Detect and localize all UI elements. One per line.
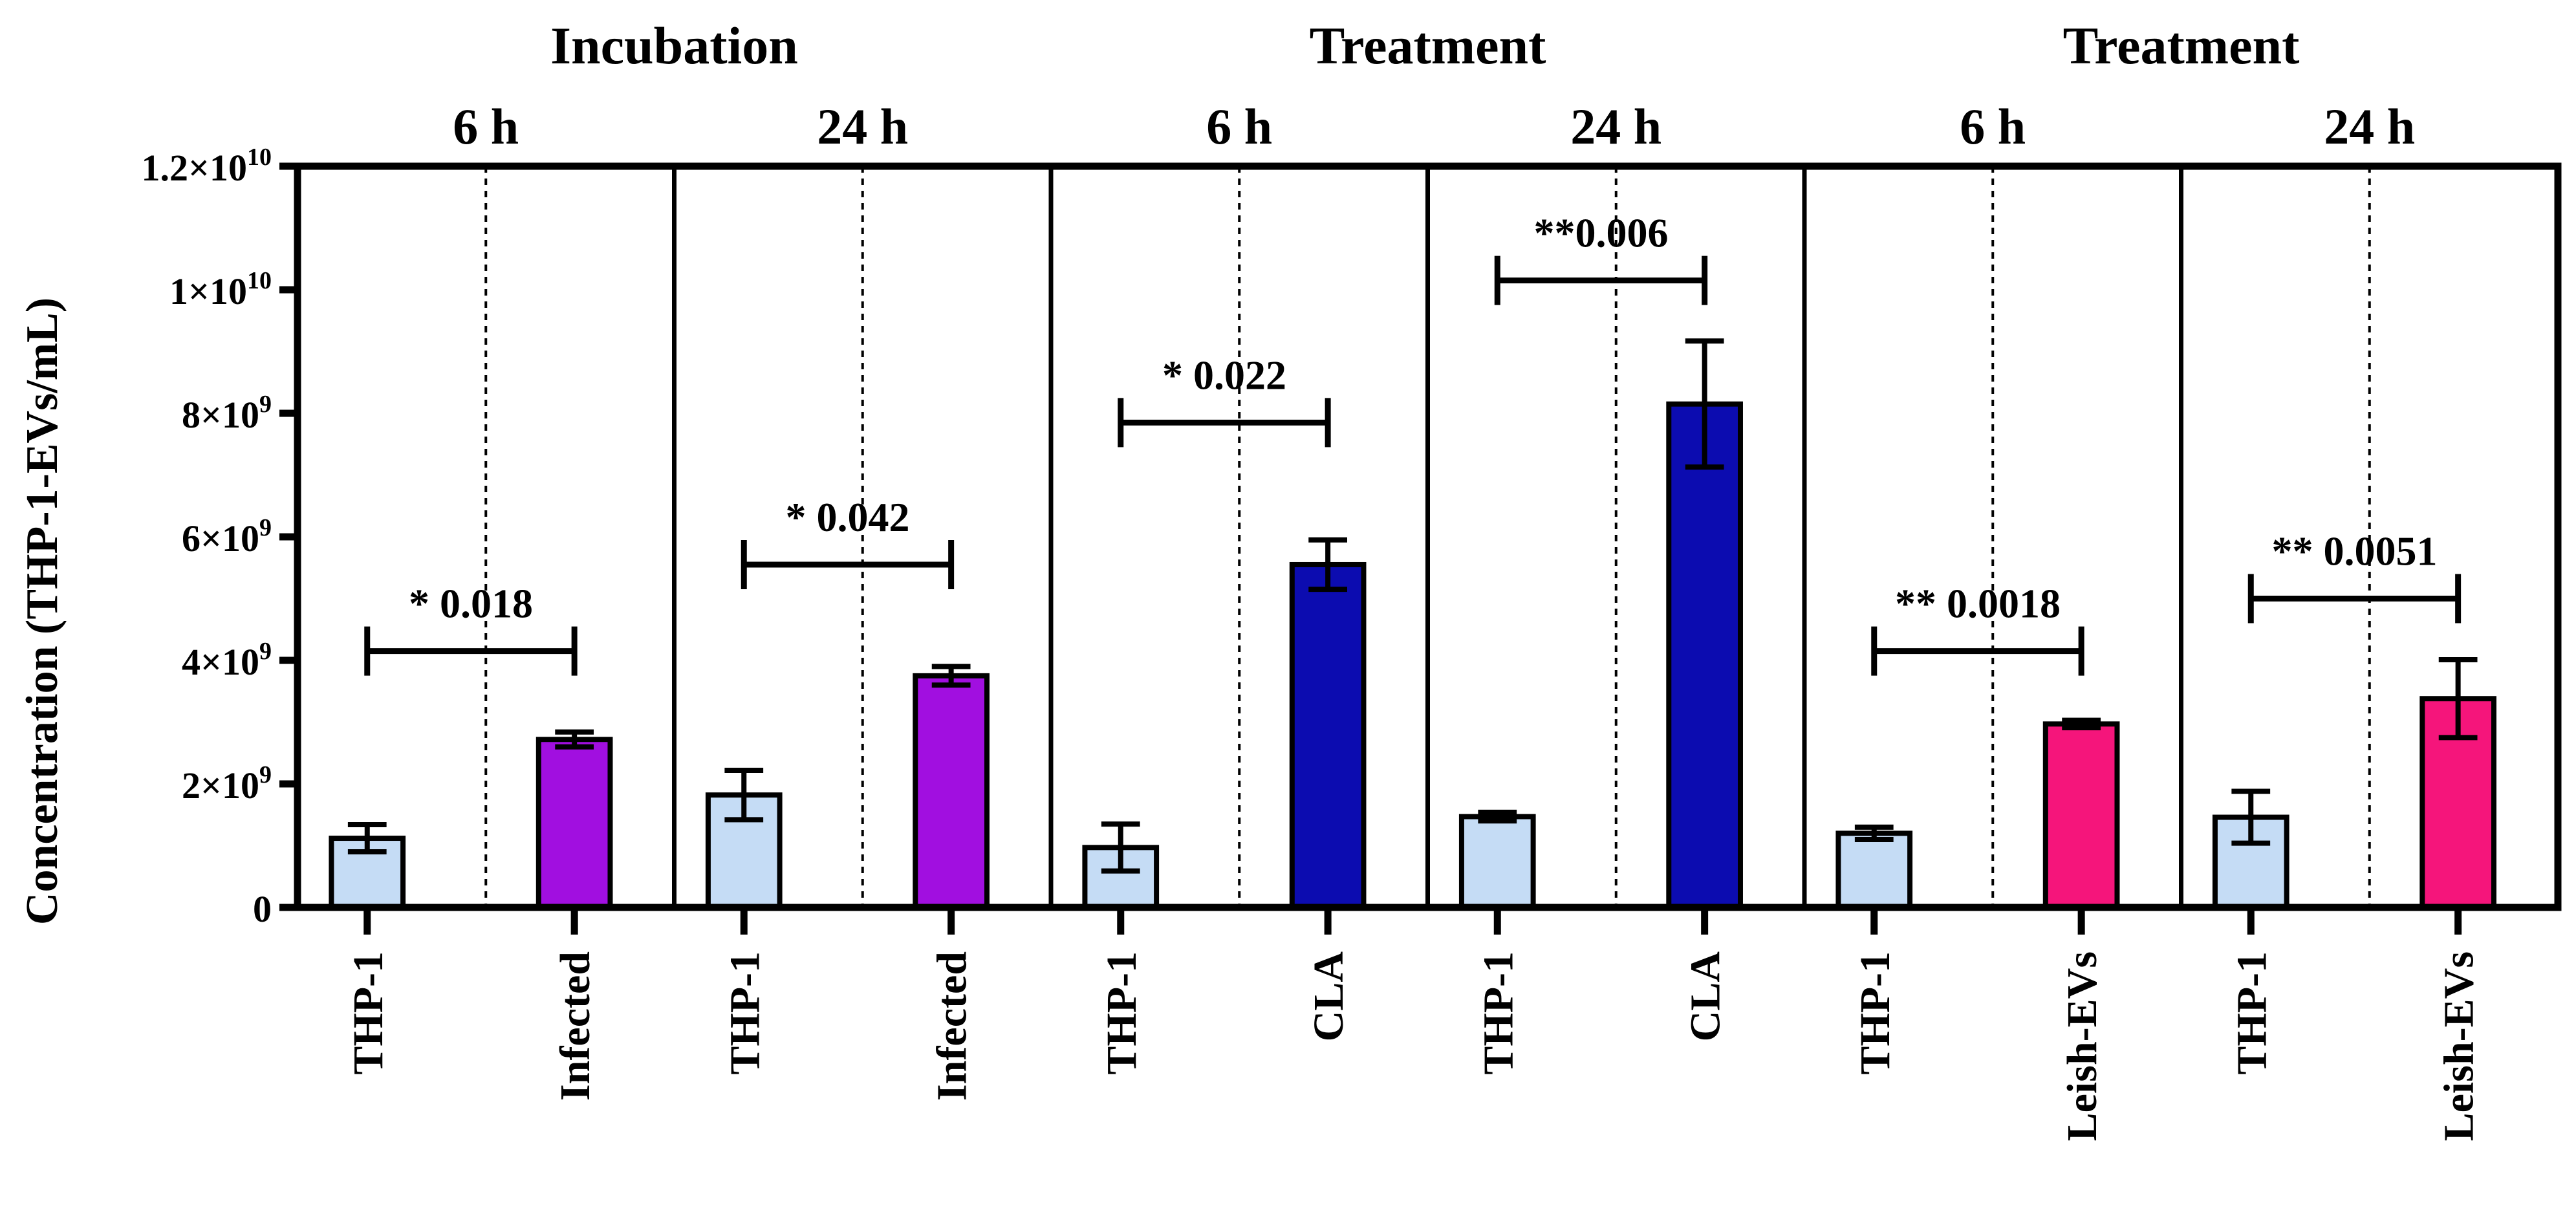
y-axis-label: Concentration (THP-1-EVs/mL) bbox=[17, 298, 67, 925]
group-header: Treatment bbox=[2063, 16, 2300, 75]
y-tick-label: 4×109 bbox=[182, 638, 272, 683]
significance-label: * 0.022 bbox=[1162, 352, 1286, 398]
x-tick-label: Infected bbox=[929, 951, 976, 1101]
y-tick-label: 0 bbox=[253, 888, 272, 930]
panel-time-labels: 6 h 24 h 6 h 24 h 6 h 24 h bbox=[453, 98, 2415, 155]
panel-time-label: 24 h bbox=[1570, 98, 1661, 155]
y-axis: 0 2×109 4×109 6×109 8×109 1×1010 1.2×1010 bbox=[141, 144, 298, 930]
panel-time-label: 24 h bbox=[817, 98, 908, 155]
x-tick-label: THP-1 bbox=[2228, 951, 2275, 1075]
group-header: Treatment bbox=[1310, 16, 1546, 75]
y-tick-label: 1.2×1010 bbox=[141, 144, 272, 189]
y-tick-label: 6×109 bbox=[182, 514, 272, 559]
significance-label: **0.006 bbox=[1533, 210, 1668, 256]
x-tick-label: THP-1 bbox=[721, 951, 768, 1075]
significance-label: ** 0.0051 bbox=[2271, 528, 2437, 574]
x-tick-label: THP-1 bbox=[1475, 951, 1522, 1075]
panel-time-label: 6 h bbox=[453, 98, 519, 155]
x-tick-label: THP-1 bbox=[345, 951, 392, 1075]
bar bbox=[2042, 721, 2120, 910]
bar bbox=[1289, 561, 1367, 910]
x-tick-label: THP-1 bbox=[1098, 951, 1145, 1075]
plot-area: * 0.018 * 0.042 * 0.022 **0.006 ** 0.0018 ** … bbox=[294, 162, 2562, 911]
x-tick-label: THP-1 bbox=[1852, 951, 1899, 1075]
bar bbox=[1835, 830, 1913, 911]
y-tick-label: 2×109 bbox=[182, 761, 272, 807]
x-axis: THP-1 Infected THP-1 Infected THP-1 CLA THP-1 C… bbox=[345, 907, 2483, 1141]
significance-label: ** 0.0018 bbox=[1895, 581, 2061, 627]
group-headers: Incubation Treatment Treatment bbox=[550, 16, 2299, 75]
group-header: Incubation bbox=[550, 16, 798, 75]
y-tick-label: 8×109 bbox=[182, 391, 272, 436]
x-tick-label: Infected bbox=[552, 951, 599, 1101]
y-tick-label: 1×1010 bbox=[169, 267, 272, 312]
bar bbox=[536, 737, 613, 910]
significance-label: * 0.018 bbox=[409, 581, 533, 627]
x-tick-label: Leish-EVs bbox=[2436, 951, 2483, 1141]
panel-time-label: 6 h bbox=[1960, 98, 2026, 155]
x-tick-label: CLA bbox=[1305, 951, 1352, 1042]
plot-frame bbox=[294, 162, 2562, 911]
bar bbox=[1458, 814, 1536, 910]
bar bbox=[913, 673, 990, 910]
panel-time-label: 24 h bbox=[2324, 98, 2415, 155]
bar bbox=[1666, 401, 1743, 910]
significance-label: * 0.042 bbox=[785, 494, 909, 540]
x-tick-label: CLA bbox=[1682, 951, 1729, 1042]
x-tick-label: Leish-EVs bbox=[2059, 951, 2106, 1141]
panel-time-label: 6 h bbox=[1206, 98, 1272, 155]
